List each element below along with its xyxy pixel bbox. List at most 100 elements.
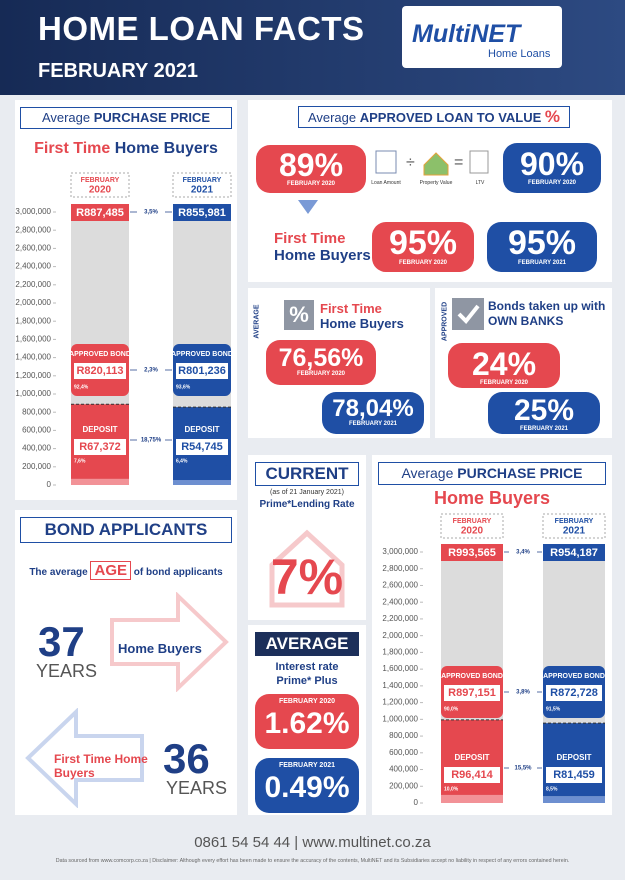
y-tick-label: 1,200,000	[15, 371, 51, 380]
panel-title: Average PURCHASE PRICE	[378, 462, 606, 485]
stat-pill: 78,04% FEBRUARY 2021	[322, 392, 424, 434]
deposit-title: DEPOSIT	[184, 425, 219, 434]
change-label: 15,5%	[514, 766, 532, 772]
note: (as of 21 January 2021)	[270, 489, 344, 496]
y-tick-label: 2,600,000	[382, 581, 418, 590]
logo: MultiNET	[412, 20, 521, 48]
house-outline	[269, 529, 345, 608]
y-tick-label: 600,000	[389, 748, 418, 757]
bond-title: APPROVED BOND	[543, 673, 605, 680]
bond-label: R820,113	[76, 365, 123, 377]
icon	[452, 298, 484, 330]
y-tick-label: 1,400,000	[15, 353, 51, 362]
change-bg	[137, 207, 165, 217]
stat-period: FEBRUARY 2021	[278, 762, 336, 769]
title: HOME LOAN FACTS	[38, 10, 365, 47]
y-tick-label: 2,400,000	[15, 262, 51, 271]
deposit-label: R96,414	[451, 769, 493, 781]
label-rest: Home Buyers	[274, 247, 371, 264]
stat-value: 25%	[513, 394, 575, 427]
stat-period: FEBRUARY 2020	[479, 380, 529, 386]
deposit-label-box	[444, 767, 500, 783]
y-tick-label: 3,000,000	[382, 547, 418, 556]
bond-share: 93,6%	[176, 384, 191, 390]
panel-title: BOND APPLICANTS	[20, 517, 232, 543]
icon	[110, 592, 229, 692]
label-rest: Home Buyers	[320, 316, 404, 331]
total-box	[173, 204, 231, 221]
deposit-title: DEPOSIT	[82, 425, 117, 434]
y-tick-label: 2,000,000	[15, 298, 51, 307]
arrow-down	[298, 200, 318, 214]
y-tick-label: 1,400,000	[382, 681, 418, 690]
panel-subtitle: Home Buyers	[433, 488, 551, 508]
bond-label-box	[176, 363, 228, 379]
stat-period: FEBRUARY 2020	[296, 371, 346, 377]
operator-icon: =	[454, 154, 463, 171]
stat-value: 76,56%	[278, 344, 364, 372]
label: First Time Home Buyers	[274, 230, 371, 264]
y-tick-label: 1,000,000	[382, 714, 418, 723]
label: Bonds taken up with OWN BANKS	[488, 299, 605, 329]
arrow	[298, 200, 318, 214]
age-emph: AGE	[90, 561, 131, 580]
y-tick-label: 2,600,000	[15, 244, 51, 253]
month: FEBRUARY	[81, 177, 120, 184]
side-label: APPROVED	[441, 301, 449, 342]
month: FEBRUARY	[555, 518, 594, 525]
deposit-share: 7,6%	[74, 458, 86, 464]
deposit-segment	[441, 794, 503, 803]
bond-title: APPROVED BOND	[69, 351, 131, 358]
y-tick-label: 200,000	[389, 781, 418, 790]
age-unit: YEARS	[166, 778, 228, 798]
formula-label: Property Value	[419, 180, 453, 186]
bond-title: APPROVED BOND	[441, 673, 503, 680]
year: 2020	[461, 526, 484, 537]
total-box	[441, 544, 503, 561]
bond-share: 91,5%	[546, 706, 561, 712]
stat-pill: 24% FEBRUARY 2020	[448, 343, 560, 388]
chart: 0 200,000 400,000 600,000 800,000 1,000,000 1,…	[15, 172, 233, 489]
stat-value: 95%	[507, 224, 577, 262]
month: FEBRUARY	[453, 518, 492, 525]
title-tail: %	[544, 107, 561, 126]
panel-title: CURRENT	[255, 462, 359, 486]
deposit-share: 8,5%	[546, 786, 558, 792]
icon	[423, 152, 449, 176]
deposit-share: 10,0%	[444, 786, 459, 792]
icon	[375, 150, 397, 174]
bond-label-box	[444, 685, 500, 701]
stat-pill: 76,56% FEBRUARY 2020	[266, 340, 376, 385]
stat-period: FEBRUARY 2020	[398, 260, 448, 266]
age-value: 36	[163, 735, 210, 782]
label-lead: First Time	[320, 301, 382, 316]
deposit-label: R54,745	[181, 441, 223, 453]
deposit-title: DEPOSIT	[556, 753, 591, 762]
stat-value: 0.49%	[264, 771, 350, 804]
header-box	[172, 172, 232, 198]
title-emph: PURCHASE PRICE	[457, 465, 583, 481]
formula-label: Loan Amount	[371, 180, 401, 186]
month: FEBRUARY	[183, 177, 222, 184]
change-label: 18,75%	[141, 438, 162, 444]
deposit-label: R81,459	[553, 769, 595, 781]
bond-label: R872,728	[550, 687, 598, 699]
label: Prime* Plus	[276, 675, 338, 687]
stat-value: 95%	[388, 224, 458, 262]
deposit-segment	[173, 480, 231, 485]
total-label: R887,485	[76, 207, 124, 219]
change-bg	[509, 547, 537, 557]
y-tick-label: 0	[47, 480, 52, 489]
operator-icon: ÷	[406, 154, 415, 171]
group-label: First Time Home Buyers	[54, 752, 148, 780]
title-lead: Average	[307, 110, 357, 125]
change-label: 2,3%	[144, 368, 158, 374]
change-bg	[137, 365, 165, 375]
y-tick-label: 1,600,000	[15, 335, 51, 344]
y-tick-label: 400,000	[389, 765, 418, 774]
deposit-share: 6,4%	[176, 458, 188, 464]
stat-pill: 90% FEBRUARY 2020	[503, 143, 601, 193]
label: Prime*Lending Rate	[259, 499, 355, 510]
title-emph: APPROVED LOAN TO VALUE	[359, 110, 542, 125]
